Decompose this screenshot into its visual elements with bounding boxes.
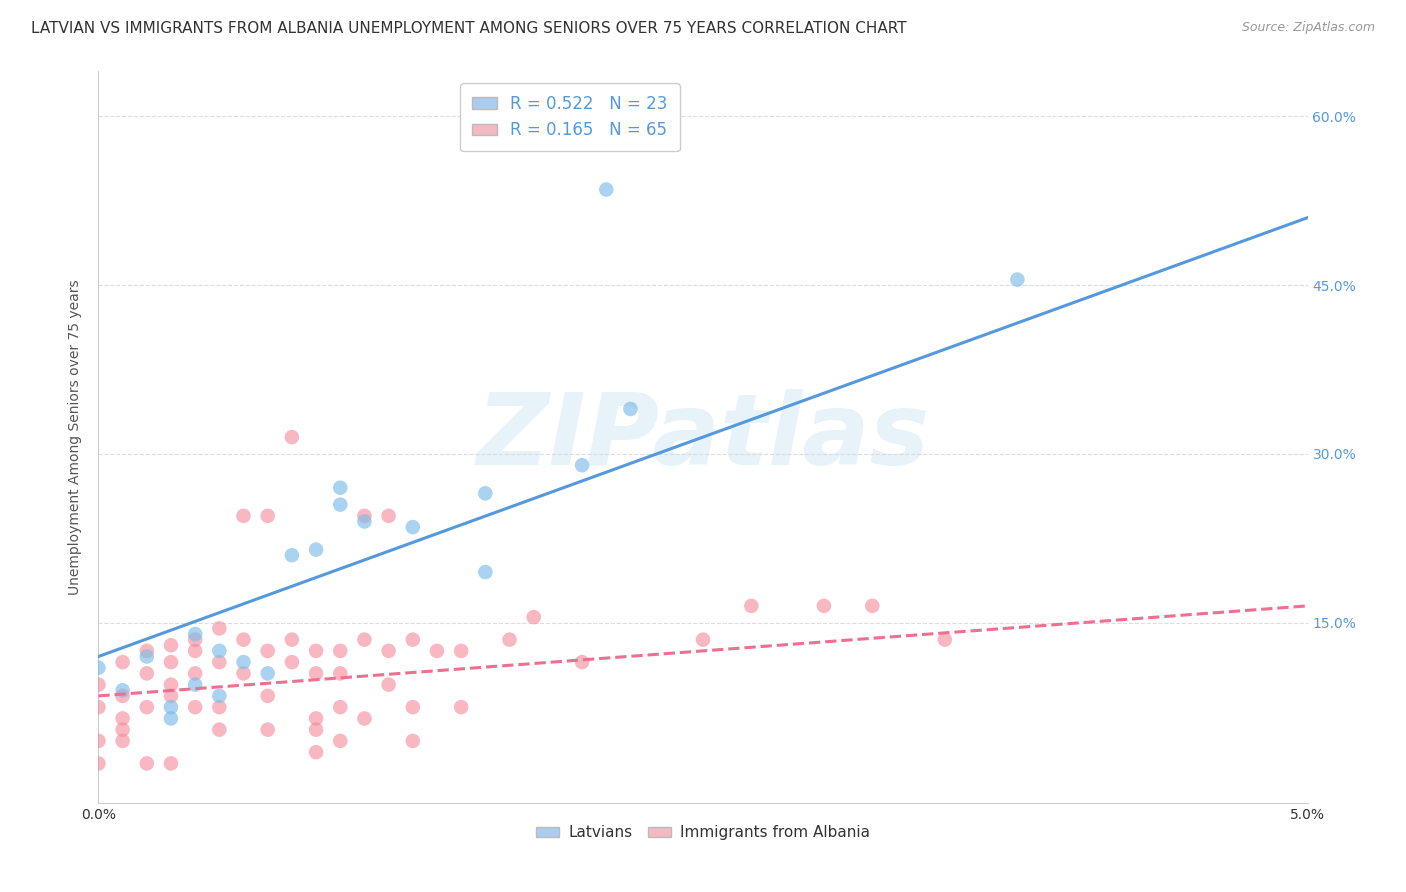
Point bbox=[184, 678, 207, 692]
Point bbox=[208, 723, 231, 737]
Point bbox=[111, 711, 134, 725]
Point bbox=[450, 644, 472, 658]
Legend: Latvians, Immigrants from Albania: Latvians, Immigrants from Albania bbox=[530, 819, 876, 847]
Point bbox=[329, 666, 352, 681]
Point bbox=[87, 678, 110, 692]
Point bbox=[377, 508, 399, 523]
Point bbox=[450, 700, 472, 714]
Point bbox=[692, 632, 714, 647]
Point bbox=[426, 644, 449, 658]
Point bbox=[87, 734, 110, 748]
Point bbox=[184, 632, 207, 647]
Point bbox=[256, 644, 278, 658]
Point bbox=[934, 632, 956, 647]
Point bbox=[208, 644, 231, 658]
Point bbox=[160, 678, 183, 692]
Point bbox=[329, 481, 352, 495]
Point bbox=[232, 632, 254, 647]
Point bbox=[208, 689, 231, 703]
Point bbox=[232, 666, 254, 681]
Point bbox=[305, 542, 328, 557]
Point bbox=[329, 700, 352, 714]
Point bbox=[353, 711, 375, 725]
Point bbox=[256, 666, 278, 681]
Point bbox=[135, 644, 157, 658]
Text: ZIPatlas: ZIPatlas bbox=[477, 389, 929, 485]
Point bbox=[353, 632, 375, 647]
Point bbox=[160, 711, 183, 725]
Point bbox=[160, 638, 183, 652]
Point bbox=[402, 520, 425, 534]
Point bbox=[135, 700, 157, 714]
Point bbox=[305, 723, 328, 737]
Point bbox=[208, 655, 231, 669]
Point bbox=[135, 756, 157, 771]
Point bbox=[281, 548, 304, 562]
Point bbox=[329, 644, 352, 658]
Point bbox=[208, 621, 231, 635]
Point bbox=[111, 655, 134, 669]
Point bbox=[184, 700, 207, 714]
Point bbox=[595, 182, 617, 196]
Point bbox=[474, 565, 496, 579]
Point bbox=[474, 486, 496, 500]
Point bbox=[160, 756, 183, 771]
Point bbox=[184, 666, 207, 681]
Point bbox=[135, 666, 157, 681]
Point bbox=[111, 689, 134, 703]
Point bbox=[232, 655, 254, 669]
Point bbox=[281, 430, 304, 444]
Point bbox=[377, 644, 399, 658]
Point bbox=[111, 723, 134, 737]
Point bbox=[111, 734, 134, 748]
Point bbox=[353, 508, 375, 523]
Point bbox=[353, 515, 375, 529]
Point bbox=[135, 649, 157, 664]
Point bbox=[619, 401, 641, 416]
Point bbox=[111, 683, 134, 698]
Point bbox=[329, 498, 352, 512]
Point bbox=[184, 627, 207, 641]
Point bbox=[377, 678, 399, 692]
Point bbox=[402, 734, 425, 748]
Point bbox=[281, 655, 304, 669]
Point bbox=[160, 689, 183, 703]
Point bbox=[305, 711, 328, 725]
Point bbox=[329, 734, 352, 748]
Point bbox=[740, 599, 762, 613]
Point bbox=[305, 666, 328, 681]
Y-axis label: Unemployment Among Seniors over 75 years: Unemployment Among Seniors over 75 years bbox=[69, 279, 83, 595]
Point bbox=[256, 723, 278, 737]
Point bbox=[281, 632, 304, 647]
Point bbox=[1007, 272, 1029, 286]
Point bbox=[232, 508, 254, 523]
Text: Source: ZipAtlas.com: Source: ZipAtlas.com bbox=[1241, 21, 1375, 35]
Point bbox=[571, 655, 593, 669]
Point bbox=[160, 700, 183, 714]
Point bbox=[402, 700, 425, 714]
Point bbox=[184, 644, 207, 658]
Point bbox=[256, 689, 278, 703]
Point bbox=[160, 655, 183, 669]
Point bbox=[87, 756, 110, 771]
Point bbox=[87, 661, 110, 675]
Point bbox=[813, 599, 835, 613]
Point bbox=[208, 700, 231, 714]
Point bbox=[498, 632, 520, 647]
Point bbox=[256, 508, 278, 523]
Point bbox=[523, 610, 546, 624]
Point bbox=[305, 745, 328, 759]
Point bbox=[402, 632, 425, 647]
Point bbox=[305, 644, 328, 658]
Point bbox=[87, 700, 110, 714]
Point bbox=[860, 599, 883, 613]
Point bbox=[571, 458, 593, 473]
Text: LATVIAN VS IMMIGRANTS FROM ALBANIA UNEMPLOYMENT AMONG SENIORS OVER 75 YEARS CORR: LATVIAN VS IMMIGRANTS FROM ALBANIA UNEMP… bbox=[31, 21, 907, 37]
